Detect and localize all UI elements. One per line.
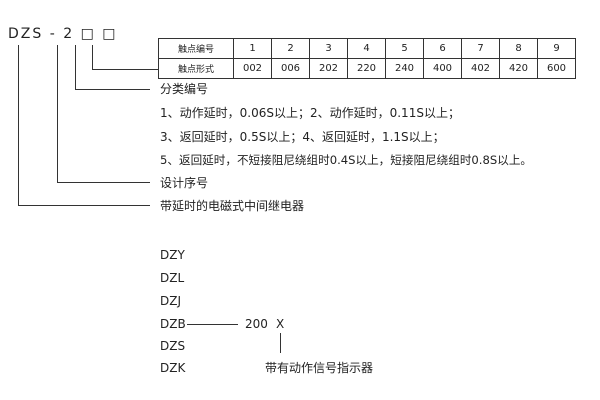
table-cell: 420 xyxy=(499,58,538,79)
classification-line: 5、返回延时，不短接阻尼绕组时0.4S以上，短接阻尼绕组时0.8S以上。 xyxy=(160,153,533,167)
series-item: DZK xyxy=(160,361,186,375)
table-row: 触点形式 002 006 202 220 240 400 402 420 600 xyxy=(158,58,576,79)
line-serial xyxy=(57,45,150,183)
table-cell: 400 xyxy=(423,58,462,79)
table-cell: 3 xyxy=(309,38,348,59)
indicator-note: 带有动作信号指示器 xyxy=(265,361,374,375)
table-header: 触点形式 xyxy=(158,58,234,79)
series-item: DZB xyxy=(160,317,186,331)
suffix-code: 200 xyxy=(245,317,268,331)
table-cell: 600 xyxy=(537,58,576,79)
table-cell: 402 xyxy=(461,58,500,79)
line-class xyxy=(75,45,150,90)
table-cell: 8 xyxy=(499,38,538,59)
table-cell: 9 xyxy=(537,38,576,59)
model-code: DZS - 2 □ □ xyxy=(8,26,118,42)
line-type xyxy=(18,45,150,206)
series-item: DZJ xyxy=(160,294,181,308)
design-serial: 设计序号 xyxy=(160,176,209,190)
suffix-x: X xyxy=(276,317,285,331)
table-cell: 220 xyxy=(347,58,386,79)
table-cell: 1 xyxy=(233,38,272,59)
table-row: 触点编号 1 2 3 4 5 6 7 8 9 xyxy=(158,38,576,59)
series-item: DZY xyxy=(160,248,185,262)
table-cell: 202 xyxy=(309,58,348,79)
table-cell: 240 xyxy=(385,58,424,79)
line-contact xyxy=(92,45,158,70)
relay-type: 带延时的电磁式中间继电器 xyxy=(160,199,305,213)
classification-line: 1、动作延时，0.06S以上；2、动作延时，0.11S以上； xyxy=(160,106,460,120)
table-header: 触点编号 xyxy=(158,38,234,59)
classification-title: 分类编号 xyxy=(160,82,209,96)
series-item: DZS xyxy=(160,339,186,353)
table-cell: 5 xyxy=(385,38,424,59)
table-cell: 6 xyxy=(423,38,462,59)
table-cell: 002 xyxy=(233,58,272,79)
series-item: DZL xyxy=(160,271,185,285)
classification-line: 3、返回延时，0.5S以上；4、返回延时，1.1S以上； xyxy=(160,130,445,144)
table-cell: 7 xyxy=(461,38,500,59)
table-cell: 4 xyxy=(347,38,386,59)
contact-table: 触点编号 1 2 3 4 5 6 7 8 9 触点形式 002 006 202 … xyxy=(158,38,576,79)
table-cell: 2 xyxy=(271,38,310,59)
table-cell: 006 xyxy=(271,58,310,79)
